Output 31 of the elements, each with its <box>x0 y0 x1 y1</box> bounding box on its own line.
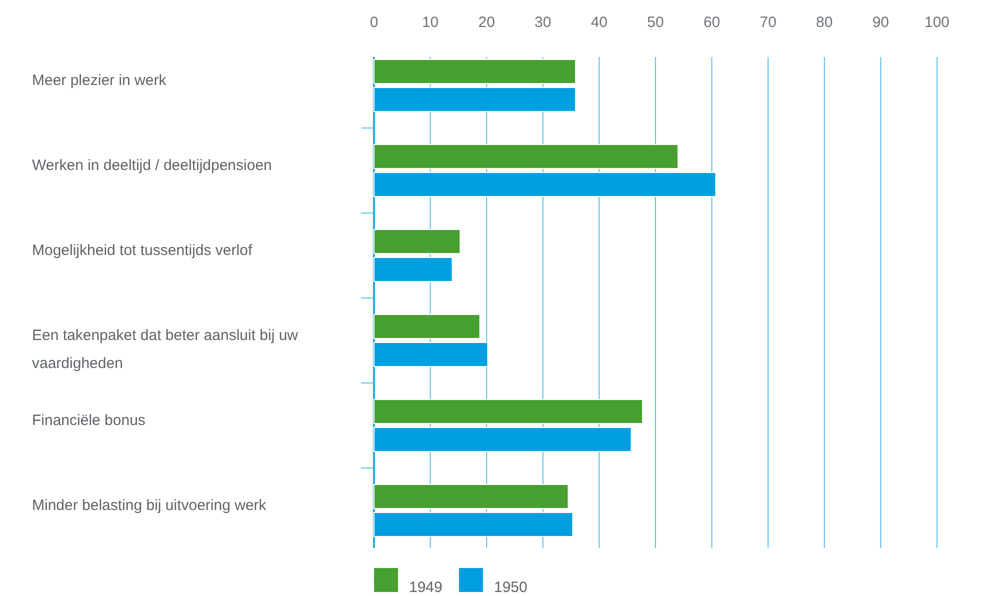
legend-label: 1950 <box>494 579 528 596</box>
y-tick-label: Een takenpaket dat beter aansluit bij uw vaardigheden <box>32 327 298 372</box>
bar <box>374 484 569 509</box>
x-tick-label: 10 <box>422 14 439 31</box>
x-tick-label: 20 <box>478 14 495 31</box>
bar <box>374 229 461 254</box>
y-tick-label: Werken in deeltijd / deeltijdpensioen <box>32 157 272 174</box>
bar <box>374 144 679 169</box>
bar <box>374 427 632 452</box>
x-tick-label: 60 <box>703 14 720 31</box>
x-tick-label: 70 <box>760 14 776 31</box>
bar <box>374 399 644 424</box>
bar <box>374 314 480 339</box>
x-tick-label: 80 <box>816 14 833 31</box>
bar <box>374 512 574 537</box>
x-tick-label: 30 <box>534 14 552 31</box>
x-tick-label: 90 <box>872 14 890 31</box>
legend-label: 1949 <box>409 579 442 596</box>
y-tick-label: Financiële bonus <box>32 412 146 429</box>
y-tick-label: Meer plezier in werk <box>32 72 167 89</box>
x-tick-label: 40 <box>590 14 608 31</box>
x-tick-label: 100 <box>924 14 950 31</box>
y-tick-label: Minder belasting bij uitvoering werk <box>32 497 267 514</box>
bar <box>374 342 488 367</box>
bar <box>374 257 453 282</box>
y-tick-label: Mogelijkheid tot tussentijds verlof <box>32 242 253 259</box>
bar <box>374 87 576 112</box>
x-tick-label: 0 <box>370 14 378 31</box>
bar <box>374 172 716 197</box>
bar <box>374 59 576 84</box>
x-tick-label: 50 <box>647 14 664 31</box>
